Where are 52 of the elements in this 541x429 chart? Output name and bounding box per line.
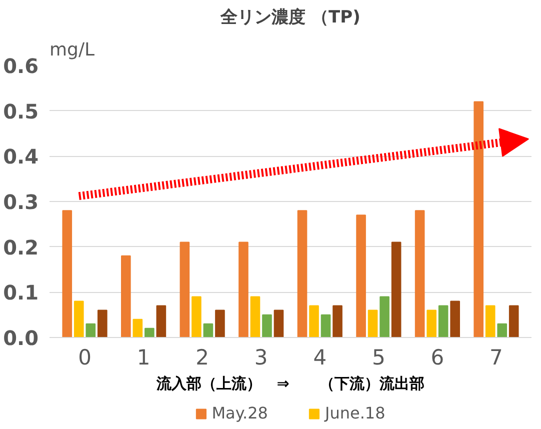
y-tick-label: 0.5 — [3, 99, 39, 124]
bar — [238, 242, 248, 338]
legend-label: June.18 — [324, 404, 386, 422]
bar — [86, 323, 96, 338]
bar — [356, 214, 366, 338]
bar — [62, 210, 72, 338]
bar — [97, 310, 108, 338]
y-tick-label: 0.4 — [3, 144, 39, 169]
bar — [74, 300, 84, 338]
bar — [414, 210, 425, 338]
bar — [215, 310, 225, 338]
y-tick-label: 0.6 — [3, 54, 39, 78]
y-tick-label: 0.1 — [3, 280, 39, 305]
x-tick-label: 0 — [78, 346, 92, 370]
bar — [121, 255, 131, 338]
y-tick-label: 0.0 — [3, 326, 39, 350]
bar — [297, 210, 308, 338]
chart-title: 全リン濃度 （TP) — [220, 8, 360, 28]
bar — [380, 296, 390, 338]
y-tick-label: 0.3 — [3, 190, 39, 214]
bar — [274, 310, 284, 338]
bar — [368, 310, 378, 338]
bar — [450, 300, 460, 338]
bar — [426, 310, 436, 338]
bar — [508, 305, 519, 338]
x-tick-label: 2 — [196, 346, 210, 370]
bar — [485, 305, 496, 338]
bar — [438, 305, 448, 338]
x-tick-label: 4 — [313, 346, 327, 370]
x-tick-label: 5 — [372, 346, 386, 370]
y-tick-label: 0.2 — [3, 235, 39, 260]
bar — [192, 296, 202, 338]
bar — [332, 305, 342, 338]
x-tick-label: 6 — [430, 346, 444, 370]
bar — [250, 296, 260, 338]
bar — [156, 305, 166, 338]
bar — [180, 242, 190, 338]
legend-label: May.28 — [212, 404, 268, 422]
x-tick-label: 3 — [254, 346, 268, 370]
bar — [262, 314, 272, 338]
x-tick-label: 7 — [490, 346, 503, 370]
bar — [474, 101, 484, 338]
bar — [309, 305, 319, 338]
bar — [497, 323, 508, 338]
y-axis-title: mg/L — [50, 40, 95, 60]
text: 流入部（上流） ⇒ （下流）流出部 — [156, 374, 424, 392]
bar — [203, 323, 214, 338]
bar — [391, 242, 402, 338]
bar — [132, 318, 143, 338]
bar — [144, 328, 154, 338]
bar — [320, 314, 331, 338]
x-tick-label: 1 — [136, 346, 150, 370]
